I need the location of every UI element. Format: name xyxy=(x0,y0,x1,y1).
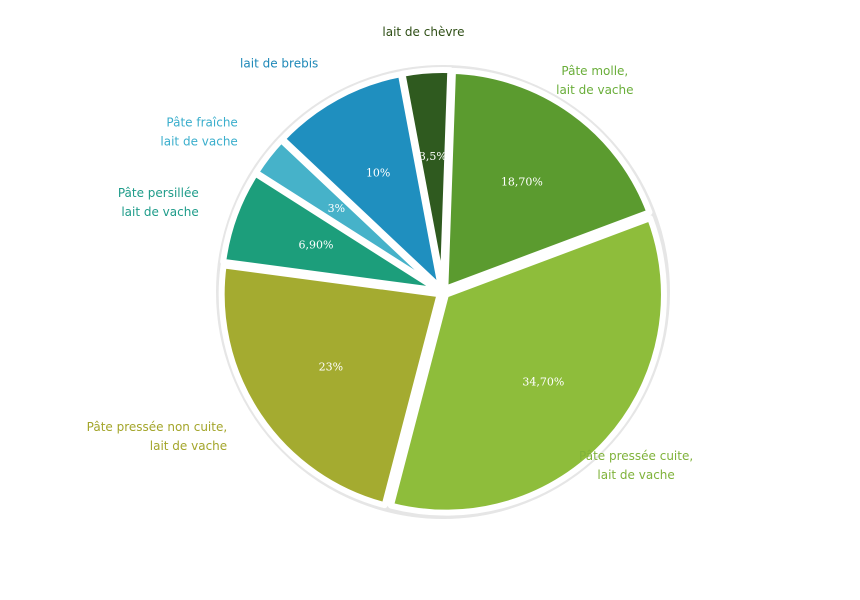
pie-slice xyxy=(218,262,443,509)
pie-slice xyxy=(442,67,653,292)
slice-label: lait de vache xyxy=(556,83,633,97)
slice-label: lait de vache xyxy=(597,468,674,482)
slice-label: Pâte pressée cuite, xyxy=(579,449,693,463)
slice-label: lait de vache xyxy=(121,205,198,219)
value-label: 34,70% xyxy=(522,376,564,389)
value-label: 3,5% xyxy=(419,150,447,163)
slice-label: lait de vache xyxy=(160,134,237,148)
pie-slice xyxy=(399,67,454,292)
value-label: 6,90% xyxy=(299,239,334,252)
slice-label: Pâte persillée xyxy=(118,186,199,200)
slice-label: Pâte molle, xyxy=(561,64,628,78)
value-label: 10% xyxy=(366,166,390,179)
slice-label: Pâte fraîche xyxy=(166,115,237,129)
pie-slice xyxy=(387,215,667,516)
slice-label: lait de chèvre xyxy=(382,25,464,39)
slice-label: lait de brebis xyxy=(240,56,318,70)
value-label: 18,70% xyxy=(501,175,543,188)
slice-label: lait de vache xyxy=(150,439,227,453)
slice-label: Pâte pressée non cuite, xyxy=(87,420,228,434)
pie-slice xyxy=(279,71,445,292)
value-label: 3% xyxy=(328,202,345,215)
value-label: 23% xyxy=(319,360,343,373)
